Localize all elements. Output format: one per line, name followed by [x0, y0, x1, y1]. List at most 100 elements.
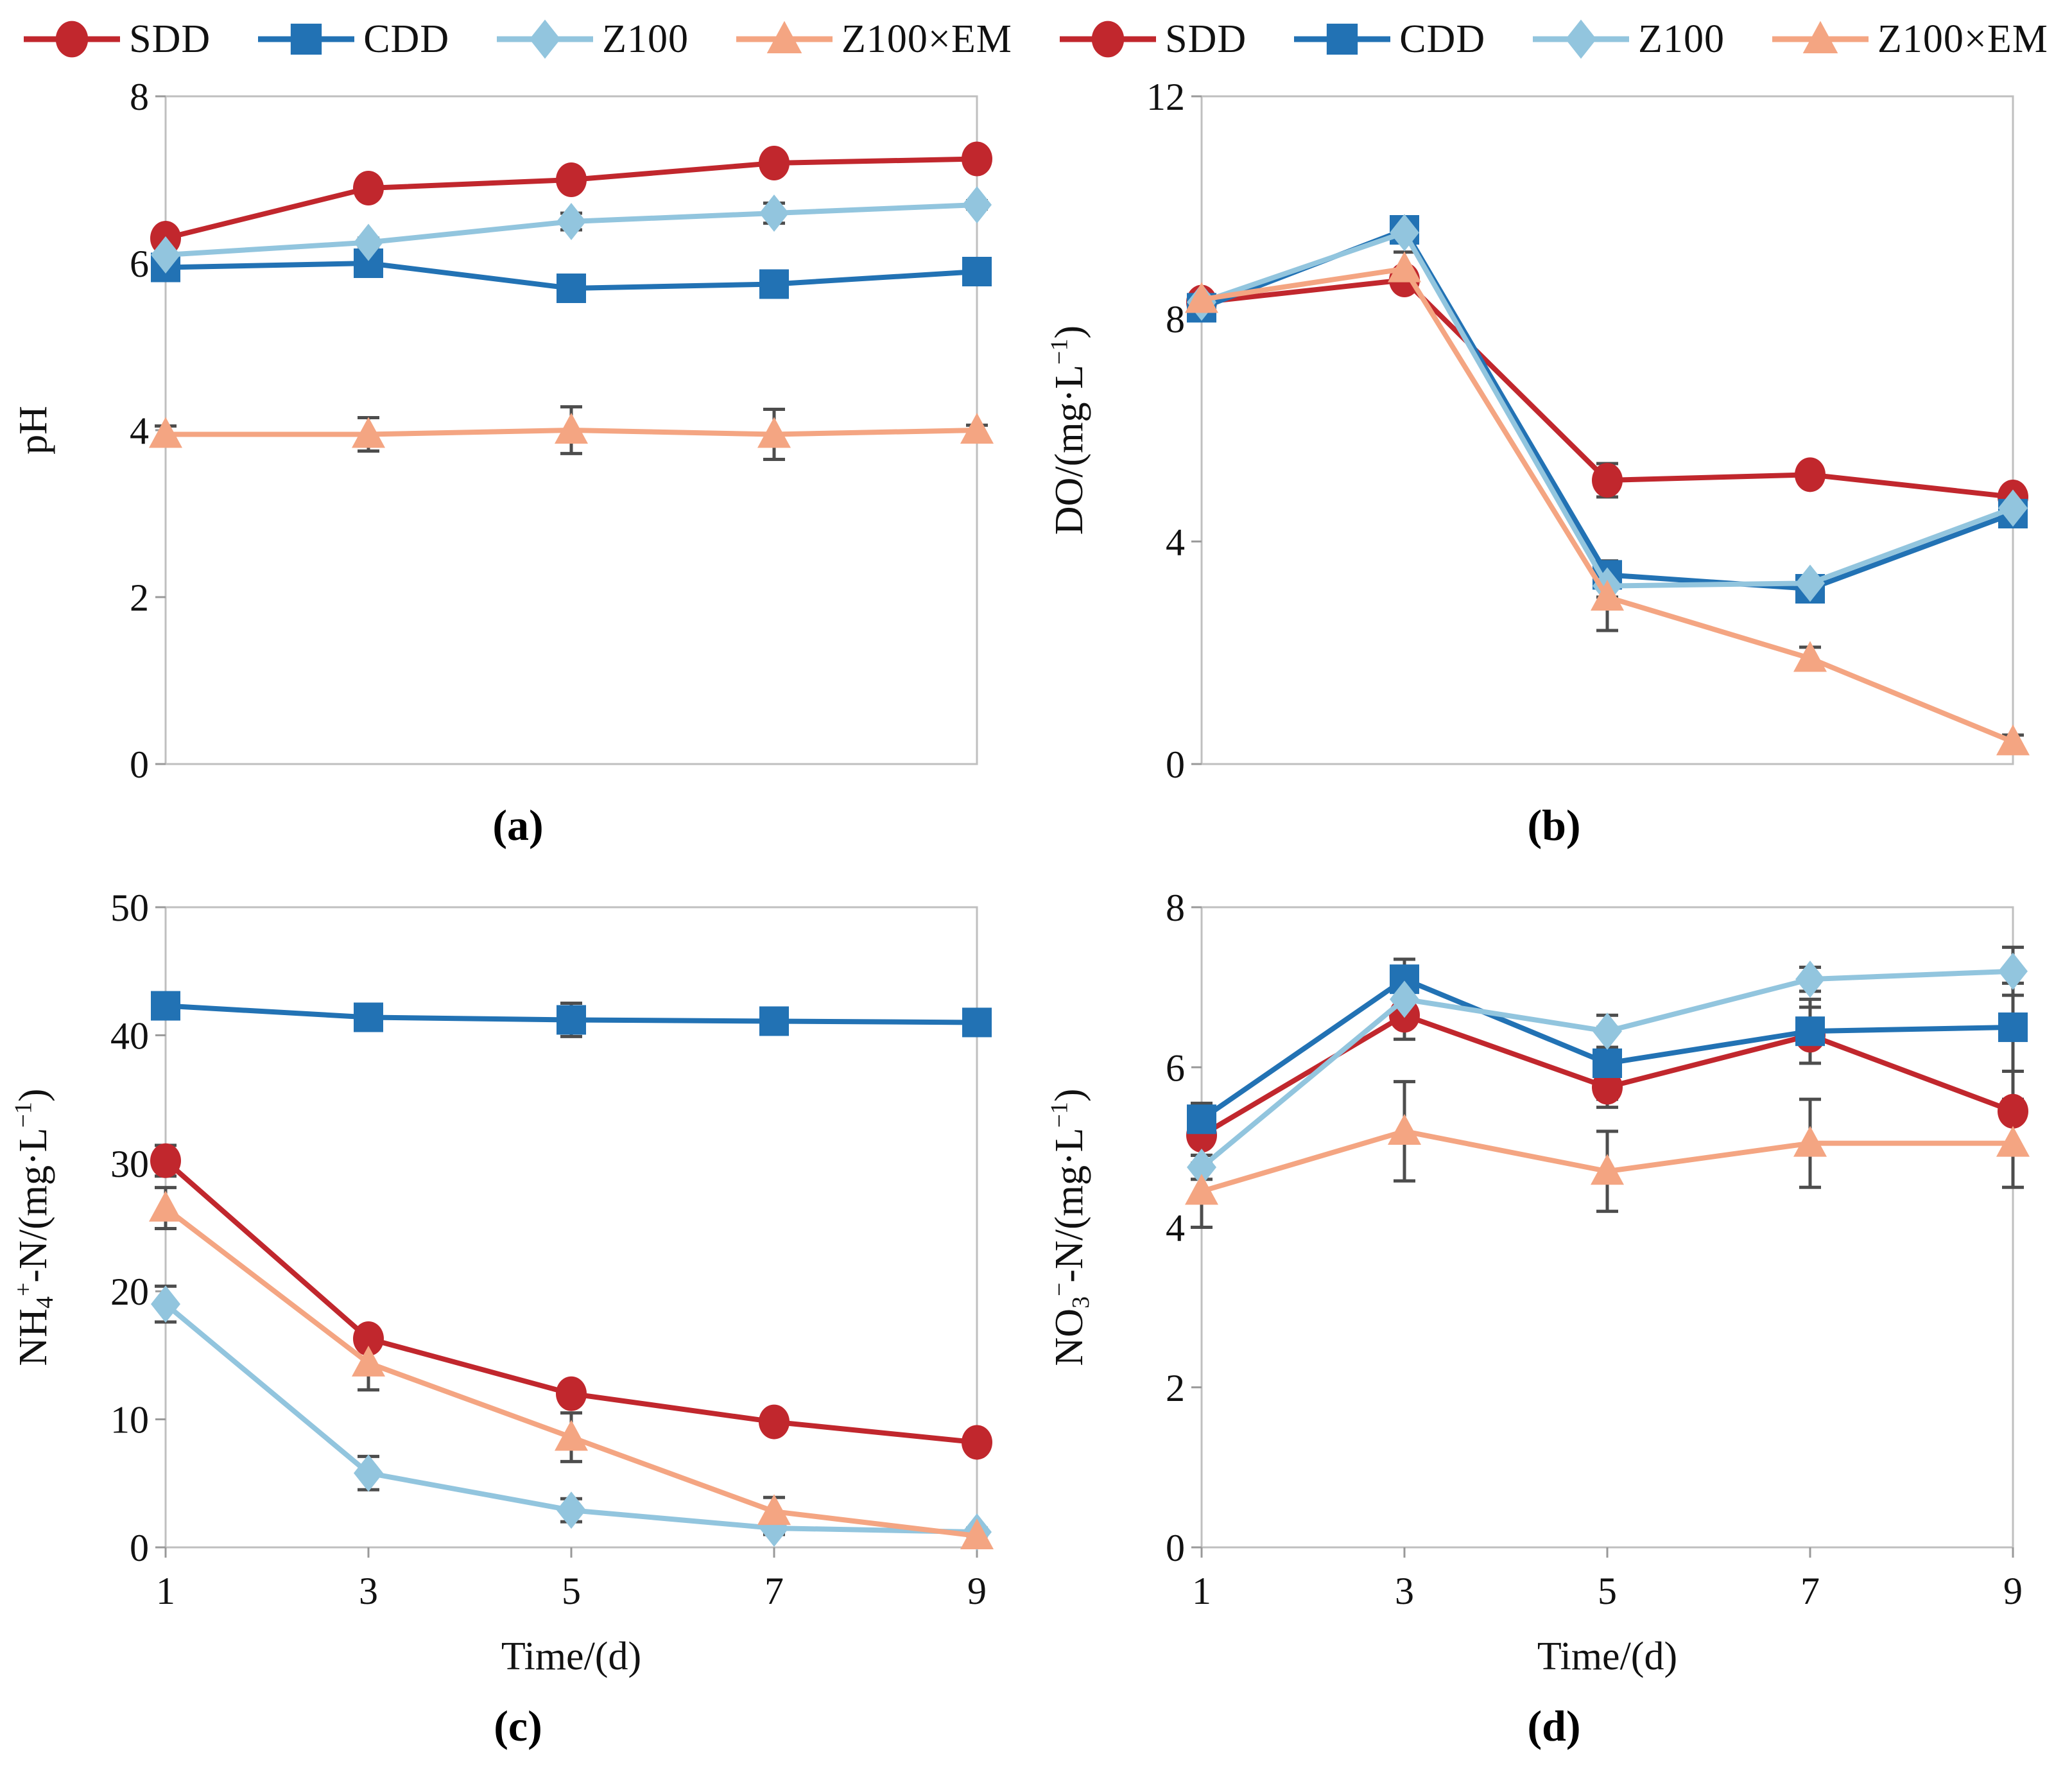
legend-marker-circle — [1091, 21, 1125, 58]
legend-label: CDD — [1399, 17, 1486, 61]
marker-square — [1795, 1016, 1825, 1047]
x-tick-label: 9 — [967, 1570, 987, 1612]
series-markers-CDD — [1187, 215, 2028, 604]
y-tick-label: 8 — [1166, 889, 1185, 929]
marker-triangle — [555, 413, 588, 444]
marker-triangle — [960, 1518, 994, 1550]
y-tick-label: 8 — [130, 78, 149, 118]
legend-triangle-icon — [1772, 21, 1869, 54]
marker-square — [151, 991, 180, 1021]
marker-circle — [1592, 463, 1623, 498]
marker-triangle — [149, 1190, 182, 1222]
plot-border — [1200, 906, 2014, 1549]
marker-triangle — [1185, 1174, 1218, 1205]
marker-diamond — [151, 236, 180, 274]
x-tick-label: 3 — [1395, 1570, 1414, 1612]
marker-diamond — [1998, 952, 2028, 990]
y-axis-label: NH4+-N/(mg·L−1) — [10, 1088, 58, 1366]
marker-triangle — [1591, 1154, 1624, 1185]
marker-diamond — [557, 203, 586, 240]
marker-diamond — [1187, 1149, 1216, 1187]
series-markers-Z100 — [1187, 952, 2028, 1187]
marker-circle — [1592, 1070, 1623, 1105]
y-tick-label: 4 — [130, 410, 149, 452]
marker-circle — [353, 1321, 384, 1356]
legend-item-SDD: SDD — [1060, 17, 1247, 62]
chart-a-ph: 0 2 4 6 8 pH — [12, 78, 994, 786]
plot-border — [1200, 95, 2014, 765]
marker-square — [557, 274, 586, 303]
legend-panel-a: SDD CDD Z100 Z100×EM — [0, 0, 1036, 78]
series-markers-SDD — [150, 1143, 992, 1460]
y-tick-label: 12 — [1146, 78, 1185, 118]
x-tick-label: 7 — [764, 1570, 784, 1612]
x-tick-label: 5 — [562, 1570, 581, 1612]
marker-circle — [150, 1143, 181, 1178]
caption-panel-a: (a) — [492, 801, 544, 849]
y-tick-label: 6 — [130, 243, 149, 285]
x-tick-label: 1 — [1192, 1570, 1211, 1612]
series-markers-Z100 — [1187, 214, 2028, 605]
caption-panel-c: (c) — [494, 1701, 542, 1750]
marker-circle — [962, 1425, 992, 1460]
marker-square — [557, 1005, 586, 1035]
series-line-Z100×EM — [164, 1206, 978, 1539]
series-markers-Z100×EM — [149, 413, 994, 448]
series-markers-Z100×EM — [1185, 251, 2030, 756]
y-tick-label: 2 — [130, 577, 149, 619]
x-tick-label: 3 — [359, 1570, 378, 1612]
marker-square — [759, 1006, 789, 1036]
legend-label: SDD — [129, 17, 211, 61]
error-bars-Z100×EM — [1191, 250, 2024, 751]
marker-diamond — [962, 186, 992, 223]
marker-diamond — [354, 223, 383, 261]
y-tick-label: 8 — [1166, 299, 1185, 341]
x-tick-label: 5 — [1598, 1570, 1617, 1612]
marker-circle — [1795, 457, 1826, 492]
legend-item-Z100×EM: Z100×EM — [1772, 17, 2048, 62]
legend-item-Z100×EM: Z100×EM — [736, 17, 1012, 62]
y-axis-label: NO3−-N/(mg·L−1) — [1046, 1088, 1094, 1366]
legend-item-Z100: Z100 — [1533, 17, 1725, 62]
y-tick-label: 20 — [110, 1271, 149, 1313]
series-line-CDD — [1200, 227, 2014, 591]
x-tick-label: 9 — [2003, 1570, 2023, 1612]
marker-triangle — [757, 1494, 791, 1526]
marker-circle — [759, 146, 790, 180]
marker-diamond — [1795, 564, 1825, 602]
marker-circle — [1998, 1093, 2028, 1129]
marker-diamond — [1998, 489, 2028, 527]
y-tick-label: 2 — [1166, 1367, 1185, 1409]
error-bars-CDD — [1191, 222, 2024, 596]
y-tick-label: 4 — [1166, 521, 1185, 563]
legend-item-CDD: CDD — [258, 17, 449, 62]
chart-c-nh4: 0 10 20 30 40 50 1 3 5 7 9 Time/(d) NH4+-N/(mg·L−1) — [10, 889, 994, 1678]
legend-marker-square — [291, 23, 322, 55]
legend-label: Z100 — [1638, 17, 1725, 61]
marker-triangle — [555, 1420, 588, 1451]
panel-d: 0 2 4 6 8 1 3 5 7 9 Time/(d) NO3−-N/(mg·L−1) (d) — [1036, 889, 2072, 1774]
legend-triangle-icon — [736, 21, 833, 54]
legend-item-SDD: SDD — [24, 17, 211, 62]
legend-item-Z100: Z100 — [497, 17, 689, 62]
y-axis-label: DO/(mg·L−1) — [1046, 326, 1091, 535]
legend-circle-icon — [1060, 21, 1157, 58]
marker-circle — [556, 162, 587, 197]
x-tick-label: 1 — [156, 1570, 175, 1612]
marker-triangle — [1388, 1113, 1421, 1145]
legend-item-CDD: CDD — [1294, 17, 1485, 62]
marker-diamond — [557, 1491, 586, 1529]
error-bars-Z100×EM — [155, 1186, 988, 1543]
y-tick-label: 0 — [130, 744, 149, 786]
series-line-Z100 — [1200, 230, 2014, 589]
series-markers-CDD — [151, 991, 992, 1038]
series-markers-SDD — [1186, 263, 2028, 514]
panel-a: SDD CDD Z100 Z100×EM 0 2 4 6 8 pH (a) — [0, 0, 1036, 889]
y-tick-label: 0 — [1166, 1527, 1185, 1569]
y-tick-label: 30 — [110, 1143, 149, 1185]
legend-diamond-icon — [497, 19, 594, 59]
marker-triangle — [757, 417, 791, 448]
legend-diamond-icon — [1533, 19, 1630, 59]
marker-triangle — [352, 1345, 385, 1377]
